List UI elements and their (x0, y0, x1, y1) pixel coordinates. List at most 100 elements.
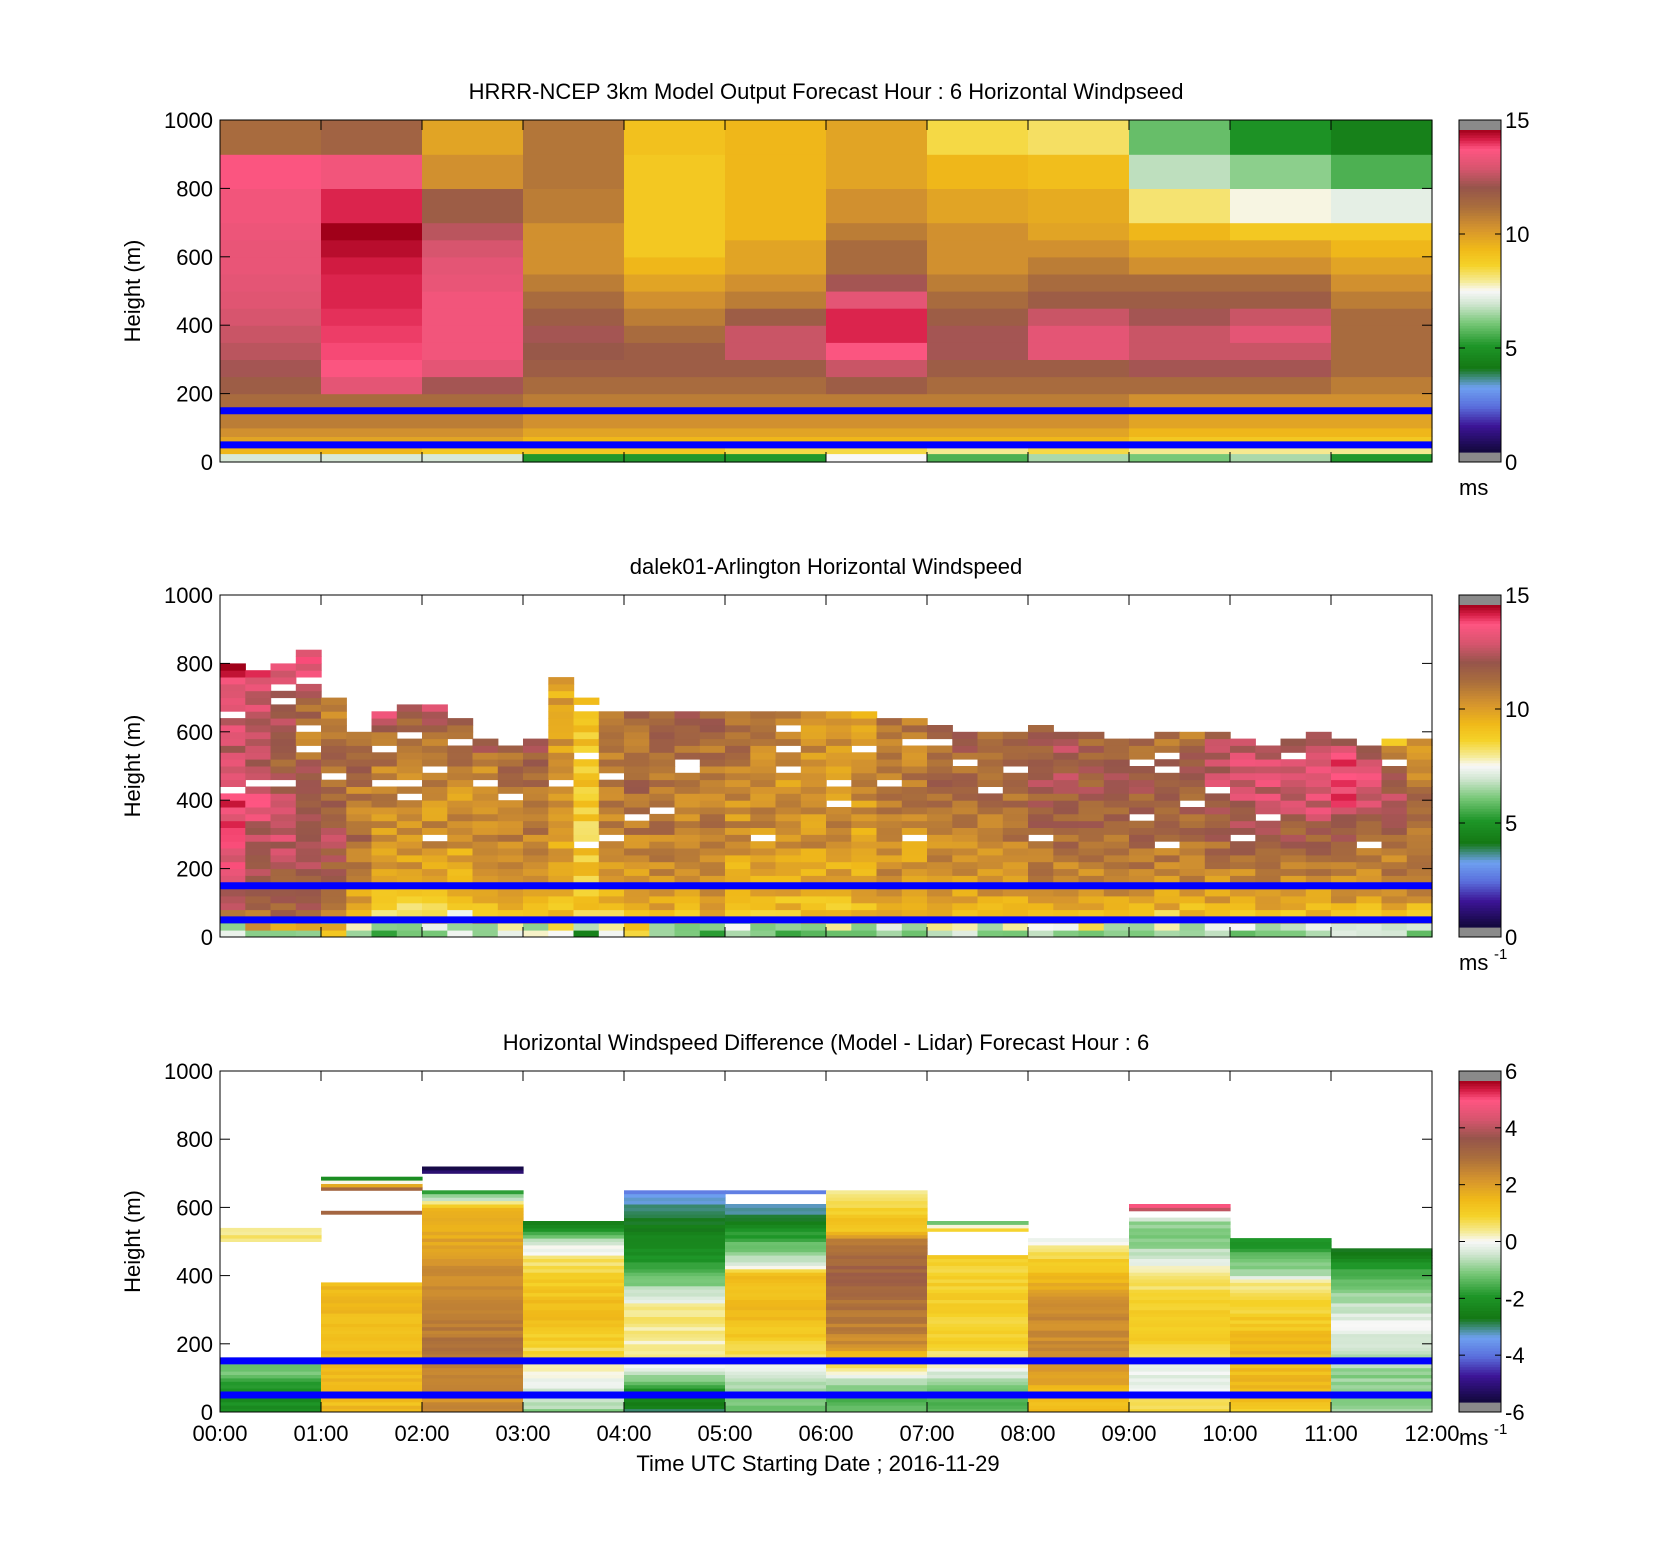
heatmap-cell (927, 1343, 1029, 1348)
heatmap-cell (447, 930, 474, 938)
colorbar-swatch (1459, 221, 1501, 225)
colorbar-swatch (1459, 210, 1501, 214)
heatmap-cell (649, 731, 676, 740)
heatmap-cell (1129, 1401, 1231, 1406)
heatmap-cell (1406, 848, 1433, 856)
heatmap-cell (1230, 1381, 1332, 1386)
colorbar-swatch (1459, 1206, 1501, 1210)
colorbar-swatch (1459, 358, 1501, 362)
heatmap-cell (270, 786, 297, 794)
heatmap-cell (901, 718, 928, 726)
heatmap-cell (725, 752, 751, 760)
heatmap-cell (649, 827, 676, 835)
heatmap-cell (346, 889, 373, 897)
heatmap-cell (624, 909, 650, 917)
heatmap-cell (1179, 861, 1206, 870)
heatmap-cell (472, 800, 499, 808)
heatmap-cell (674, 902, 701, 911)
heatmap-cell (927, 1282, 1029, 1287)
heatmap-cell (1255, 786, 1282, 794)
heatmap-cell (220, 222, 322, 241)
heatmap-cell (245, 896, 272, 904)
heatmap-cell (1028, 273, 1130, 292)
heatmap-cell (1331, 807, 1357, 815)
heatmap-cell (674, 718, 701, 726)
heatmap-cell (826, 308, 928, 326)
y-tick-label: 0 (201, 450, 213, 475)
heatmap-cell (826, 772, 852, 781)
heatmap-cell (245, 889, 272, 897)
heatmap-cell (1280, 896, 1307, 904)
heatmap-cell (901, 841, 928, 849)
colorbar-swatch (1459, 282, 1501, 287)
colorbar-swatch (1459, 629, 1501, 633)
heatmap-cell (523, 1292, 625, 1297)
heatmap-cell (1331, 896, 1357, 904)
heatmap-cell (523, 861, 549, 870)
heatmap-cell (1356, 923, 1383, 931)
colorbar-swatch (1459, 138, 1501, 142)
heatmap-cell (497, 813, 524, 822)
heatmap-cell (624, 1244, 726, 1249)
colorbar-swatch (1459, 731, 1501, 735)
colorbar-swatch (1459, 613, 1501, 617)
heatmap-cell (422, 1364, 524, 1369)
colorbar-swatch (1459, 1241, 1501, 1245)
heatmap-cell (826, 1381, 928, 1386)
heatmap-cell (901, 731, 928, 740)
heatmap-cell (1331, 1302, 1433, 1307)
heatmap-cell (826, 861, 852, 870)
colorbar-tick-label: 6 (1505, 1059, 1517, 1084)
heatmap-cell (1129, 779, 1155, 787)
heatmap-cell (1028, 342, 1130, 360)
heatmap-cell (1028, 239, 1130, 258)
heatmap-cell (674, 834, 701, 842)
heatmap-cell (826, 1231, 928, 1236)
heatmap-cell (624, 1343, 726, 1348)
heatmap-cell (472, 848, 499, 856)
heatmap-cell (1129, 1296, 1231, 1300)
heatmap-cell (1230, 1299, 1332, 1304)
heatmap-cell (220, 923, 246, 931)
heatmap-cell (1154, 834, 1181, 842)
heatmap-cell (548, 841, 575, 849)
heatmap-cell (548, 772, 575, 781)
colorbar-swatch (1459, 902, 1501, 907)
heatmap-cell (548, 786, 575, 794)
colorbar-swatch (1459, 1356, 1501, 1360)
heatmap-cell (573, 807, 600, 815)
heatmap-cell (523, 1371, 625, 1375)
heatmap-cell (1154, 827, 1181, 835)
heatmap-cell (523, 1398, 625, 1403)
heatmap-cell (624, 1224, 726, 1229)
heatmap-cell (447, 779, 474, 787)
heatmap-cell (1028, 325, 1130, 343)
heatmap-cell (699, 834, 726, 842)
heatmap-cell (1331, 291, 1433, 309)
heatmap-cell (422, 1265, 524, 1270)
heatmap-cell (927, 820, 953, 828)
colorbar-tick-label: -2 (1505, 1286, 1525, 1311)
heatmap-cell (725, 841, 751, 849)
heatmap-cell (1129, 222, 1231, 241)
heatmap-cell (876, 889, 903, 897)
heatmap-cell (1230, 800, 1256, 808)
colorbar-swatch (1459, 792, 1501, 797)
heatmap-cell (1356, 827, 1383, 835)
heatmap-cell (725, 1190, 827, 1195)
heatmap-cell (1103, 745, 1130, 753)
heatmap-cell (573, 930, 600, 938)
heatmap-cell (1129, 902, 1155, 911)
heatmap-cell (927, 848, 953, 856)
heatmap-cell (1028, 868, 1054, 876)
y-tick-label: 600 (176, 245, 213, 270)
heatmap-cell (624, 1306, 726, 1311)
heatmap-cell (1305, 800, 1332, 808)
heatmap-cell (725, 1306, 827, 1311)
heatmap-cell (1129, 1306, 1231, 1311)
heatmap-cell (624, 766, 650, 774)
heatmap-cell (624, 188, 726, 224)
heatmap-cell (1002, 902, 1029, 911)
x-tick-label: 10:00 (1202, 1421, 1257, 1446)
colorbar-swatch (1459, 443, 1501, 448)
